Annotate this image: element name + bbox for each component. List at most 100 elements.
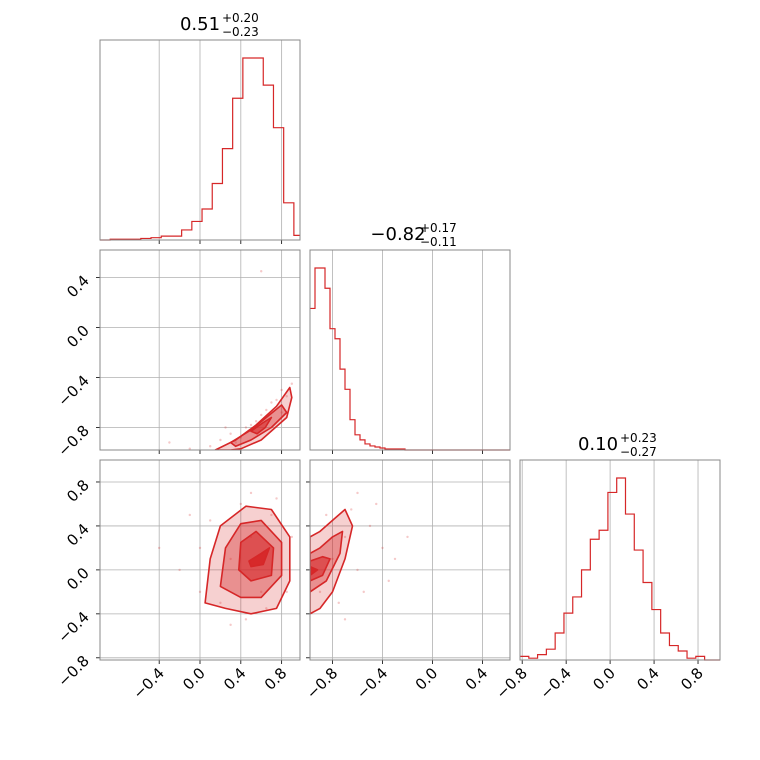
sample-point-20-7: [239, 502, 243, 506]
histogram-bin-p2-12: [625, 514, 634, 660]
sample-point-21-6: [350, 508, 353, 511]
sample-point-20-8: [178, 568, 181, 572]
ytick-p2-3: 0.4: [63, 520, 93, 550]
sample-point-20-17: [244, 618, 248, 621]
sample-point-21-13: [406, 535, 409, 539]
ytick-p1-2: 0.0: [63, 322, 93, 352]
title-param-2: 0.10: [578, 434, 618, 455]
histogram-bin-p0-11: [212, 183, 222, 240]
xtick-p2-4: 0.8: [677, 664, 707, 694]
histogram-bin-p0-19: [294, 235, 300, 240]
histogram-bin-p1-0: [310, 308, 315, 450]
sample-point-10-6: [254, 420, 258, 423]
histogram-bin-p2-10: [608, 492, 617, 660]
sample-point-10-4: [270, 401, 273, 404]
xtick-p2-0: −0.8: [493, 664, 531, 702]
xtick-p0-3: 0.8: [261, 664, 291, 694]
sample-point-10-0: [229, 432, 232, 435]
histogram-bin-p1-6: [340, 369, 345, 450]
histogram-bin-p2-16: [661, 633, 670, 660]
sample-point-10-1: [244, 426, 248, 429]
sample-point-10-17: [168, 441, 171, 444]
histogram-bin-p0-13: [233, 98, 243, 240]
histogram-bin-p2-13: [634, 550, 643, 660]
histogram-bin-p2-17: [669, 646, 678, 660]
histogram-bin-p0-12: [222, 149, 232, 240]
sample-point-21-5: [337, 601, 340, 605]
ytick-p1-1: −0.4: [54, 372, 92, 410]
sample-point-21-7: [381, 546, 384, 550]
sample-point-20-16: [198, 590, 202, 594]
ytick-p2-1: −0.4: [54, 608, 92, 646]
sample-point-10-2: [260, 413, 263, 417]
histogram-bin-p1-7: [345, 389, 350, 450]
histogram-bin-p1-12: [370, 446, 375, 450]
xtick-p2-1: −0.4: [536, 664, 574, 702]
sample-point-10-14: [260, 270, 263, 273]
contour-10-level-2: [250, 416, 273, 435]
sample-point-20-19: [275, 497, 278, 500]
histogram-panel-param-1: [309, 249, 511, 454]
sample-point-20-10: [209, 519, 212, 522]
sample-point-20-2: [260, 590, 263, 594]
sample-point-20-4: [270, 513, 273, 517]
xtick-p1-3: 0.4: [462, 664, 492, 694]
histogram-bin-p2-9: [599, 530, 608, 660]
histogram-bin-p2-8: [590, 539, 599, 660]
histogram-bin-p0-17: [273, 128, 283, 240]
title-param-2-plus: +0.23: [620, 431, 657, 445]
xtick-p0-0: −0.4: [130, 664, 168, 702]
sample-point-20-13: [229, 623, 232, 627]
sample-point-10-3: [219, 438, 222, 442]
contour-20-level-3: [248, 547, 271, 568]
histogram-bin-p0-8: [182, 230, 192, 240]
title-param-1-minus: −0.11: [420, 235, 457, 249]
histogram-bin-p1-1: [315, 268, 320, 450]
histogram-bin-p0-6: [161, 236, 171, 240]
sample-point-10-18: [290, 382, 294, 385]
histogram-bin-p1-5: [335, 339, 340, 450]
histogram-bin-p0-14: [243, 58, 253, 240]
title-param-0-minus: −0.23: [222, 25, 259, 39]
histogram-bin-p2-0: [520, 656, 529, 660]
title-param-1: −0.82: [370, 224, 425, 245]
sample-point-10-16: [280, 411, 283, 414]
ytick-p2-4: 0.8: [63, 476, 93, 506]
histogram-bin-p2-7: [582, 570, 591, 660]
sample-point-21-12: [375, 502, 378, 506]
sample-point-20-12: [157, 546, 161, 550]
sample-point-21-1: [343, 535, 347, 539]
sample-point-20-3: [198, 546, 202, 550]
histogram-bin-p2-18: [678, 651, 687, 660]
sample-point-20-5: [219, 601, 222, 605]
sample-point-20-11: [265, 607, 268, 610]
histogram-bin-p2-15: [652, 610, 661, 660]
histogram-bin-p2-5: [564, 613, 573, 660]
histogram-panel-param-0: [99, 39, 301, 244]
sample-point-21-3: [318, 590, 322, 594]
histogram-bin-p0-16: [263, 85, 273, 240]
title-param-2-minus: −0.27: [620, 445, 657, 459]
sample-point-21-14: [356, 491, 359, 495]
title-param-1-plus: +0.17: [420, 221, 457, 235]
histogram-bin-p0-9: [192, 221, 202, 240]
xtick-p0-1: 0.0: [179, 664, 209, 694]
ytick-p1-3: 0.4: [63, 272, 93, 302]
sample-point-20-18: [188, 513, 191, 517]
xtick-p1-1: −0.4: [353, 664, 391, 702]
ytick-p2-2: 0.0: [63, 564, 93, 594]
histogram-bin-p2-3: [546, 649, 555, 660]
histogram-bin-p2-14: [643, 583, 652, 660]
sample-point-10-12: [275, 398, 278, 402]
sample-point-21-15: [387, 579, 390, 583]
sample-point-10-19: [224, 426, 227, 429]
histogram-bin-p1-8: [350, 420, 355, 450]
sample-point-21-0: [331, 557, 334, 561]
sample-point-21-4: [368, 524, 372, 528]
histogram-bin-p2-11: [617, 478, 626, 660]
sample-point-20-14: [249, 491, 253, 495]
sample-point-21-11: [343, 618, 347, 621]
histogram-step-p1: [310, 267, 510, 451]
scatter-panel-p1-vs-p2: [306, 459, 511, 664]
